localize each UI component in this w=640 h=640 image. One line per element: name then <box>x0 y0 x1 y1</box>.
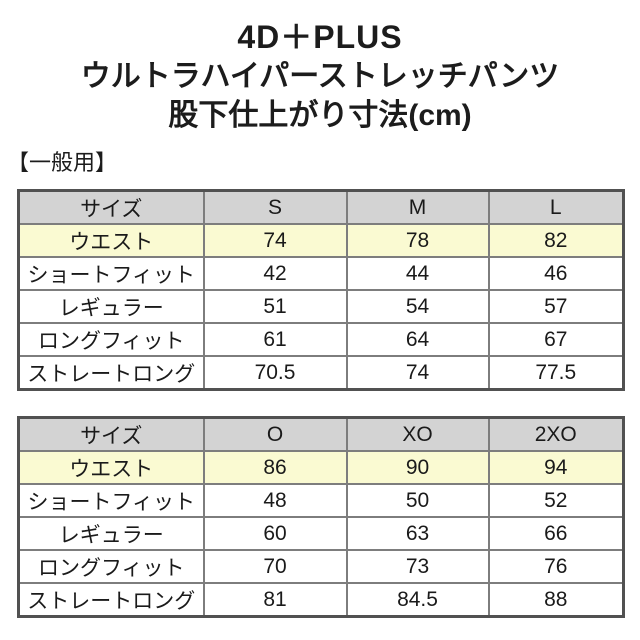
value-cell: 50 <box>345 483 490 518</box>
value-cell: 42 <box>202 256 348 291</box>
size-table-s-m-l: サイズ S M L ウエスト 74 78 82 ショートフィット 42 44 46 レギュラー 51 54… <box>17 189 625 391</box>
page-title: 4D＋PLUS ウルトラハイパーストレッチパンツ 股下仕上がり寸法(cm) <box>0 0 640 135</box>
value-cell: 81 <box>202 582 348 618</box>
size-table-o-xo-2xo: サイズ O XO 2XO ウエスト 86 90 94 ショートフィット 48 50 52 レギュラー 6… <box>17 416 625 618</box>
table-header-row: サイズ O XO 2XO <box>17 416 625 452</box>
value-cell: 57 <box>487 289 625 324</box>
size-row-header-cell: サイズ <box>17 189 205 225</box>
value-cell: 74 <box>345 355 490 391</box>
size-chart-page: 4D＋PLUS ウルトラハイパーストレッチパンツ 股下仕上がり寸法(cm) 【一… <box>0 0 640 618</box>
value-cell: 86 <box>202 450 348 485</box>
size-column-header-cell: O <box>202 416 348 452</box>
value-cell: 46 <box>487 256 625 291</box>
value-cell: 70.5 <box>202 355 348 391</box>
value-cell: 77.5 <box>487 355 625 391</box>
row-label-cell: ウエスト <box>17 223 205 258</box>
table-row: ストレートロング 70.5 74 77.5 <box>17 355 625 391</box>
value-cell: 66 <box>487 516 625 551</box>
row-label-cell: ロングフィット <box>17 549 205 584</box>
value-cell: 48 <box>202 483 348 518</box>
table-row: ショートフィット 42 44 46 <box>17 256 625 291</box>
value-cell: 82 <box>487 223 625 258</box>
row-label-cell: ショートフィット <box>17 256 205 291</box>
row-label-cell: レギュラー <box>17 289 205 324</box>
row-label-cell: ショートフィット <box>17 483 205 518</box>
table-row: ロングフィット 61 64 67 <box>17 322 625 357</box>
table-row: レギュラー 51 54 57 <box>17 289 625 324</box>
row-label-cell: レギュラー <box>17 516 205 551</box>
size-column-header-cell: L <box>487 189 625 225</box>
value-cell: 52 <box>487 483 625 518</box>
title-product-name: 4D＋PLUS <box>237 19 403 55</box>
value-cell: 64 <box>345 322 490 357</box>
table-row: ウエスト 74 78 82 <box>17 223 625 258</box>
value-cell: 63 <box>345 516 490 551</box>
row-label-cell: ウエスト <box>17 450 205 485</box>
table-row: ストレートロング 81 84.5 88 <box>17 582 625 618</box>
table-header-row: サイズ S M L <box>17 189 625 225</box>
value-cell: 78 <box>345 223 490 258</box>
title-measurement-label: 股下仕上がり寸法(cm) <box>168 99 472 132</box>
table-row: レギュラー 60 63 66 <box>17 516 625 551</box>
value-cell: 61 <box>202 322 348 357</box>
size-column-header-cell: S <box>202 189 348 225</box>
value-cell: 60 <box>202 516 348 551</box>
title-product-series: ウルトラハイパーストレッチパンツ <box>80 60 560 93</box>
value-cell: 74 <box>202 223 348 258</box>
size-row-header-cell: サイズ <box>17 416 205 452</box>
value-cell: 44 <box>345 256 490 291</box>
value-cell: 88 <box>487 582 625 618</box>
row-label-cell: ロングフィット <box>17 322 205 357</box>
value-cell: 73 <box>345 549 490 584</box>
value-cell: 54 <box>345 289 490 324</box>
value-cell: 70 <box>202 549 348 584</box>
table-row: ロングフィット 70 73 76 <box>17 549 625 584</box>
value-cell: 90 <box>345 450 490 485</box>
section-label-general-use: 【一般用】 <box>7 150 118 175</box>
value-cell: 76 <box>487 549 625 584</box>
size-column-header-cell: 2XO <box>487 416 625 452</box>
value-cell: 94 <box>487 450 625 485</box>
row-label-cell: ストレートロング <box>17 355 205 391</box>
value-cell: 84.5 <box>345 582 490 618</box>
size-column-header-cell: M <box>345 189 490 225</box>
value-cell: 67 <box>487 322 625 357</box>
row-label-cell: ストレートロング <box>17 582 205 618</box>
size-column-header-cell: XO <box>345 416 490 452</box>
value-cell: 51 <box>202 289 348 324</box>
table-row: ショートフィット 48 50 52 <box>17 483 625 518</box>
table-row: ウエスト 86 90 94 <box>17 450 625 485</box>
